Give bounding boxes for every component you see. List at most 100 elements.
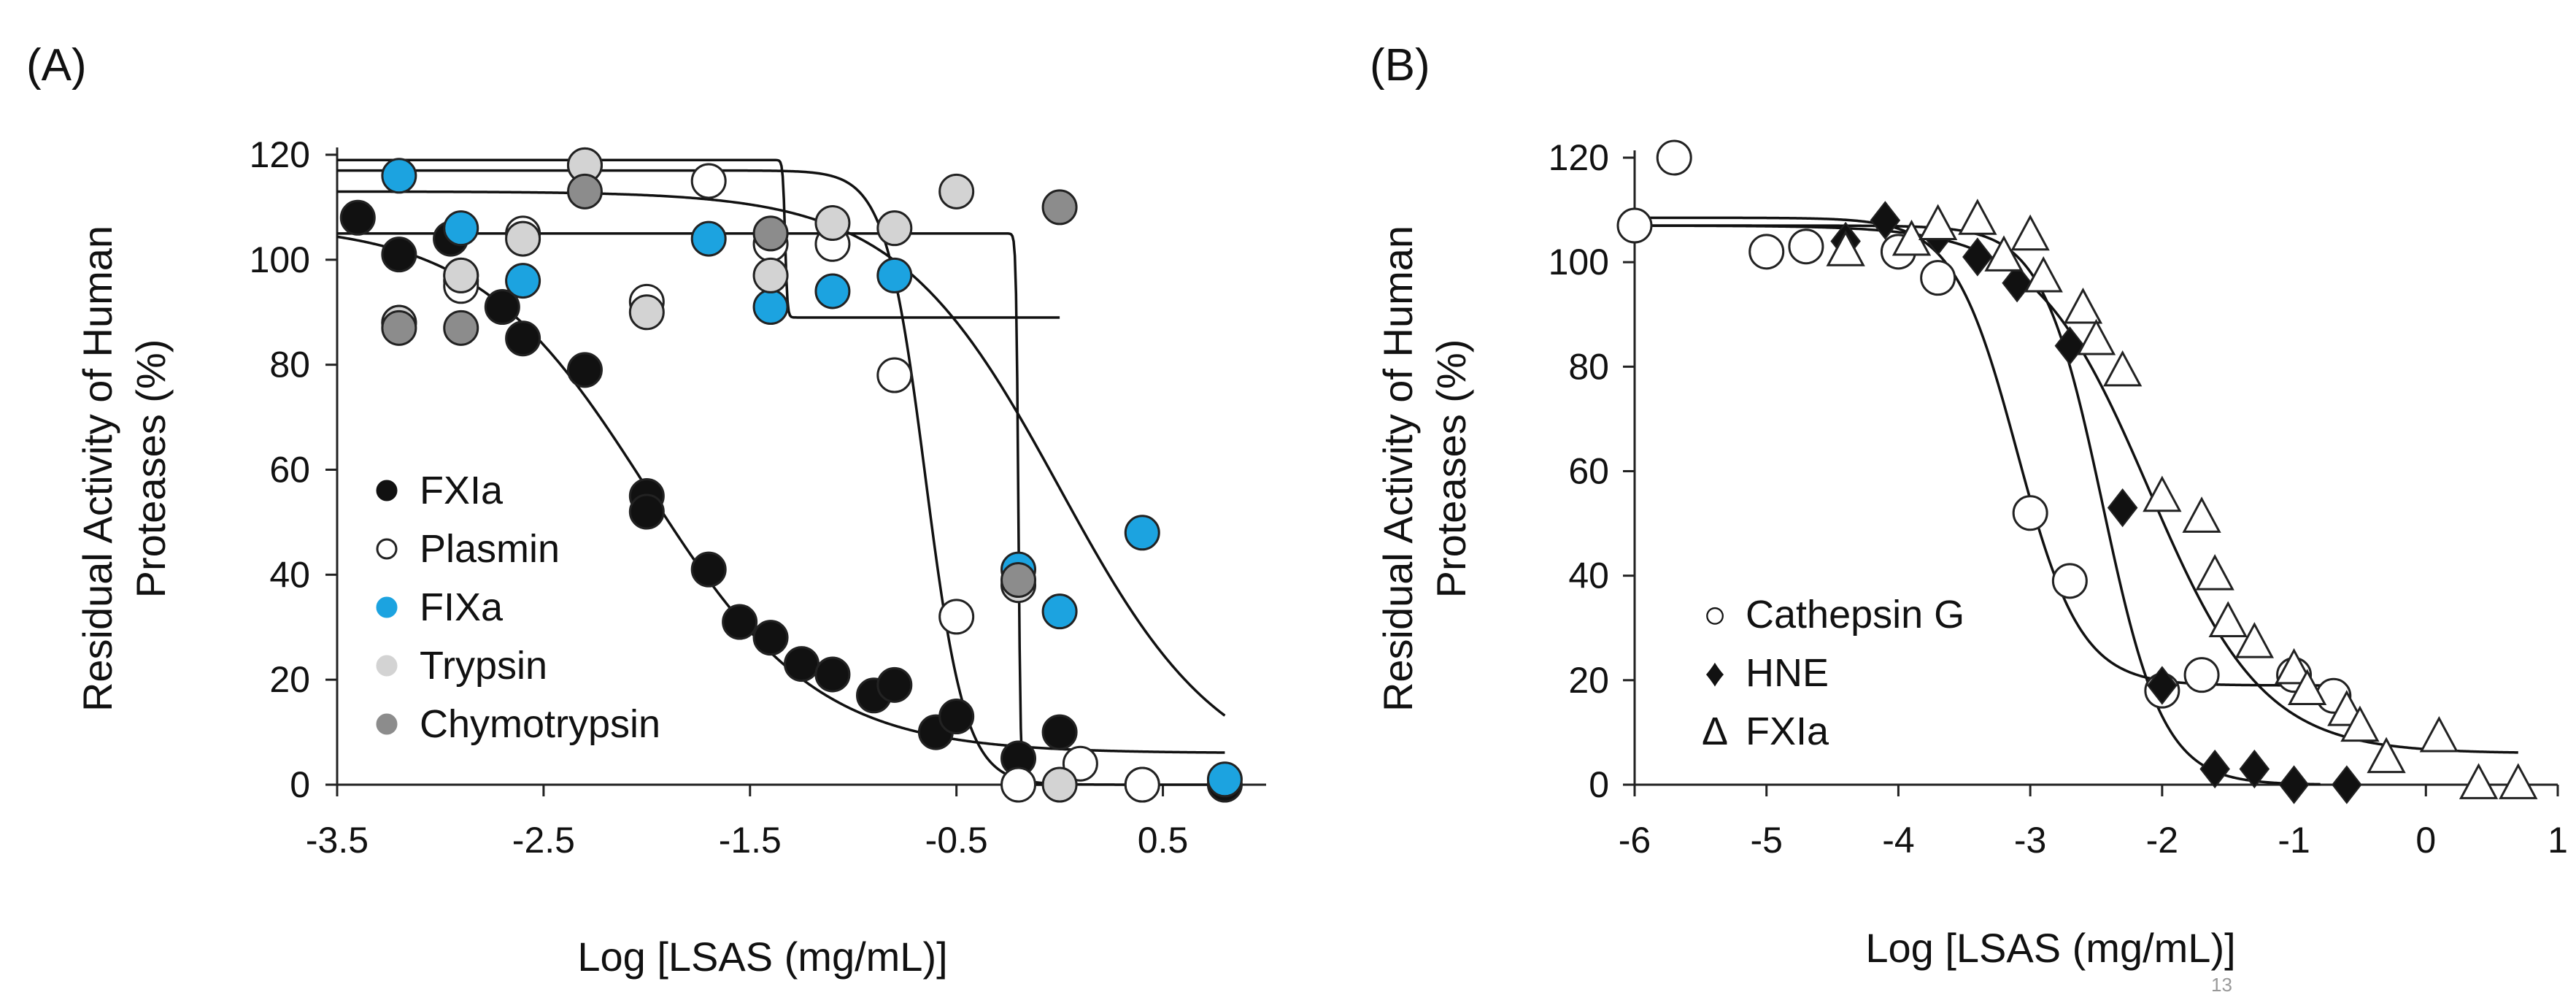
panel-b-y-tick-label: 40 xyxy=(1568,555,1609,596)
panel-b-point-fxia xyxy=(2499,763,2538,799)
panel-a-legend-marker-fxia xyxy=(376,480,398,501)
panel-a-point-fxia xyxy=(1041,714,1078,750)
panel-b-point-fxia xyxy=(2143,475,2182,512)
panel-a-point-fixa xyxy=(443,210,479,247)
panel-a-point-fxia xyxy=(690,551,727,588)
panel-b-point-cathepsin-g xyxy=(1656,139,1692,176)
panel-a-y-tick-label: 0 xyxy=(290,764,310,805)
panel-a-legend-marker-trypsin xyxy=(376,655,398,677)
panel-b-point-fxia xyxy=(2208,601,2248,637)
panel-b-point-cathepsin-g xyxy=(1748,234,1785,270)
panel-a-point-fxia xyxy=(339,199,376,236)
panel-a-point-chymotrypsin xyxy=(381,309,417,346)
panel-b-point-cathepsin-g xyxy=(1616,207,1653,244)
panel-a-y-tick-label: 40 xyxy=(269,554,310,595)
panel-b-legend-marker-cathepsin-g: ○ xyxy=(1703,593,1727,637)
panel-b-point-cathepsin-g xyxy=(2012,495,2048,531)
panel-b-point-fxia xyxy=(2195,554,2234,591)
panel-a-label: (A) xyxy=(26,40,87,91)
panel-b-y-tick-label: 60 xyxy=(1568,451,1609,492)
panel-a-point-fxia xyxy=(381,237,417,273)
panel-b-point-hne xyxy=(2332,765,2362,804)
page-number: 13 xyxy=(2211,974,2232,992)
panel-b-point-fxia xyxy=(2010,214,2050,251)
panel-b-point-hne xyxy=(2107,488,2138,528)
panel-b-series-fxia xyxy=(1826,199,2538,799)
panel-a-plot: 0 20 40 60 80 100 120 -3.5 -2.5 -1.5 -0.5 0.5 FXIa Pl… xyxy=(250,134,1266,861)
panel-b-point-fxia xyxy=(1984,235,2024,272)
panel-b-x-axis-title: Log [LSAS (mg/mL)] xyxy=(1865,925,2235,971)
panel-b-point-fxia xyxy=(2076,318,2116,355)
panel-b-point-fxia xyxy=(2182,496,2221,533)
panel-a-point-plasmin xyxy=(1000,766,1037,803)
panel-b-x-tick-label: 1 xyxy=(2548,820,2568,861)
panel-a-point-chymotrypsin xyxy=(752,215,789,252)
panel-a-point-fxia xyxy=(814,656,851,693)
panel-b-legend-label-cathepsin-g: Cathepsin G xyxy=(1746,593,1964,637)
panel-b-y-axis-title-line1: Residual Activity of Human xyxy=(1375,226,1421,712)
panel-b-point-cathepsin-g xyxy=(1920,260,1956,296)
panel-a-point-fxia xyxy=(752,620,789,656)
panel-a-legend-marker-fixa xyxy=(376,596,398,618)
panel-b-legend-marker-fxia: Δ xyxy=(1702,710,1728,753)
panel-a-x-tick-label: -1.5 xyxy=(719,820,782,861)
panel-b-y-tick-label: 0 xyxy=(1589,764,1609,805)
panel-b-point-fxia xyxy=(1918,204,1958,240)
panel-a-point-fixa xyxy=(381,158,417,194)
panel-b-point-fxia xyxy=(2419,715,2459,753)
panel-a-point-fixa xyxy=(1041,593,1078,630)
panel-a-x-tick-label: 0.5 xyxy=(1138,820,1189,861)
panel-a-y-tick-label: 60 xyxy=(269,450,310,491)
panel-b-point-fxia xyxy=(2274,647,2314,685)
panel-a-y-axis-title-line1: Residual Activity of Human xyxy=(74,226,120,712)
panel-b-legend-marker-hne: ♦ xyxy=(1705,651,1725,695)
panel-b-x-tick-label: -2 xyxy=(2146,820,2178,861)
panel-b-legend-label-hne: HNE xyxy=(1746,651,1829,695)
panel-a-point-fixa xyxy=(814,273,851,309)
panel-b-series-hne xyxy=(1830,201,2362,804)
panel-a-x-axis-title: Log [LSAS (mg/mL)] xyxy=(577,934,947,980)
panel-b-fit-curve-hne xyxy=(1635,224,2321,786)
panel-a-y-tick-label: 20 xyxy=(269,659,310,700)
panel-b-x-tick-label: -4 xyxy=(1882,820,1914,861)
panel-b-point-fxia xyxy=(1826,230,1865,266)
panel-a-point-fxia xyxy=(938,699,975,735)
panel-a-fit-curve-trypsin xyxy=(337,190,1226,717)
panel-b-y-tick-label: 100 xyxy=(1549,242,1609,282)
panel-a-point-fxia xyxy=(722,604,758,640)
panel-b-point-cathepsin-g xyxy=(2183,657,2220,693)
panel-a-point-fixa xyxy=(1206,761,1243,798)
panel-b-y-axis-title-line2: Proteases (%) xyxy=(1428,339,1474,599)
panel-b-x-tick-label: -5 xyxy=(1750,820,1782,861)
panel-a-legend-label-chymotrypsin: Chymotrypsin xyxy=(420,702,660,746)
panel-b-point-fxia xyxy=(1958,199,1997,235)
panel-b-point-fxia xyxy=(2367,737,2406,774)
panel-a-x-tick-label: -0.5 xyxy=(925,820,988,861)
panel-a-point-trypsin xyxy=(814,204,851,241)
panel-b-point-fxia xyxy=(2340,705,2380,742)
panel-a-point-fixa xyxy=(752,289,789,326)
panel-b-point-fxia xyxy=(2287,669,2327,706)
panel-b-legend-label-fxia: FXIa xyxy=(1746,710,1829,753)
panel-a-x-tick-label: -3.5 xyxy=(306,820,369,861)
panel-a-legend: FXIa Plasmin FIXa Trypsin Chymotrypsin xyxy=(376,469,660,746)
panel-b-point-hne xyxy=(2278,765,2310,804)
panel-a-point-fxia xyxy=(566,352,603,388)
panel-a-point-fxia xyxy=(505,320,541,357)
panel-a-series-chymotrypsin xyxy=(381,173,1078,599)
panel-a-point-trypsin xyxy=(1041,766,1078,803)
panel-a-point-fxia xyxy=(876,666,913,703)
panel-a-point-trypsin xyxy=(876,210,913,247)
panel-b-x-tick-label: -3 xyxy=(2014,820,2046,861)
panel-a-point-trypsin xyxy=(628,294,665,331)
panel-b-point-cathepsin-g xyxy=(2051,563,2088,599)
panel-a-y-tick-label: 120 xyxy=(250,134,310,175)
panel-b-point-fxia xyxy=(2459,763,2499,799)
panel-a-point-chymotrypsin xyxy=(443,309,479,346)
panel-b-y-tick-label: 80 xyxy=(1568,346,1609,387)
panel-a-legend-label-fixa: FIXa xyxy=(420,585,504,629)
panel-a-point-fxia xyxy=(784,646,820,683)
panel-b-point-hne xyxy=(2239,749,2270,789)
